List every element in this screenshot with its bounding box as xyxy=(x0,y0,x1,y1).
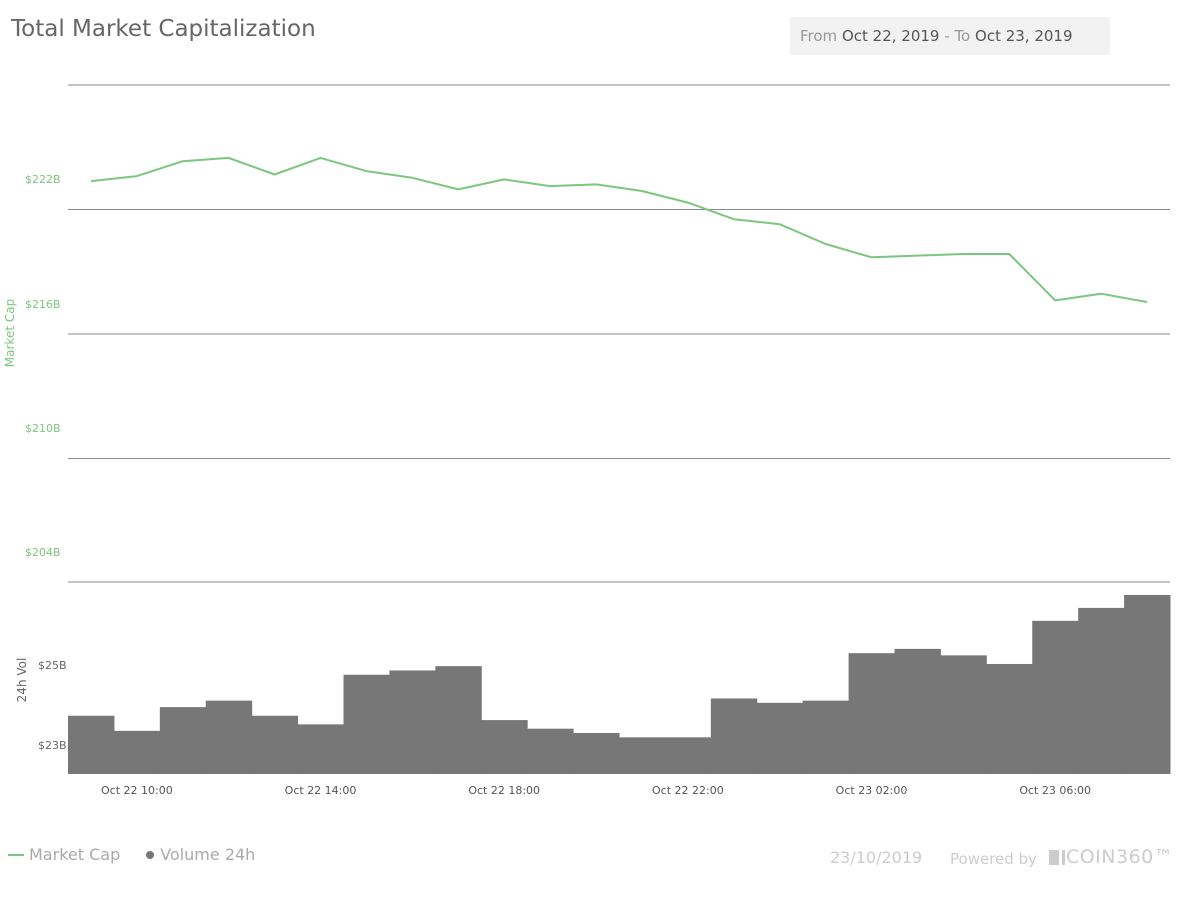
volume-bar[interactable] xyxy=(756,702,804,774)
market-cap-line xyxy=(88,155,1150,305)
volume-bar[interactable] xyxy=(573,733,620,774)
range-separator: - xyxy=(944,27,950,45)
market-cap-point[interactable] xyxy=(869,254,875,260)
powered-by-label: Powered by xyxy=(950,850,1037,868)
legend-volume[interactable]: Volume 24h xyxy=(142,845,255,864)
market-cap-point[interactable] xyxy=(1052,297,1058,303)
chart-legend: Market Cap Volume 24h xyxy=(8,845,277,864)
market-cap-tick-label: $210B xyxy=(25,422,61,435)
volume-bar[interactable] xyxy=(802,700,850,774)
volume-bar[interactable] xyxy=(1078,607,1125,774)
chart-title: Total Market Capitalization xyxy=(11,16,316,42)
volume-bar[interactable] xyxy=(940,655,987,774)
market-cap-point[interactable] xyxy=(180,158,186,164)
powered-by[interactable]: Powered by COIN360™ xyxy=(950,846,1173,868)
from-label: From xyxy=(800,27,838,45)
to-label: To xyxy=(954,27,971,45)
market-cap-point[interactable] xyxy=(777,221,783,227)
volume-bar[interactable] xyxy=(527,728,574,774)
volume-bar[interactable] xyxy=(343,674,390,774)
market-cap-point[interactable] xyxy=(226,155,232,161)
volume-bar[interactable] xyxy=(389,670,436,774)
grid-lines xyxy=(68,84,1170,583)
x-tick-label: Oct 22 22:00 xyxy=(652,784,724,797)
market-cap-chart: $222B $216B $210B $204B $25B $23B Oct 22 10:0… xyxy=(3,84,1171,797)
coin360-brand: COIN360™ xyxy=(1065,846,1174,868)
volume-bar[interactable] xyxy=(205,700,253,774)
x-tick-labels: Oct 22 10:00 Oct 22 14:00 Oct 22 18:00 Oct … xyxy=(101,784,1091,797)
market-cap-axis-title: Market Cap xyxy=(3,299,17,367)
volume-bar[interactable] xyxy=(1124,594,1171,774)
volume-bar[interactable] xyxy=(894,648,941,774)
market-cap-point[interactable] xyxy=(134,173,140,179)
volume-axis-title: 24h Vol xyxy=(15,658,29,703)
x-tick-label: Oct 22 10:00 xyxy=(101,784,173,797)
x-tick-label: Oct 23 02:00 xyxy=(836,784,908,797)
market-cap-point[interactable] xyxy=(455,186,461,192)
market-cap-point[interactable] xyxy=(1144,299,1150,305)
market-cap-point[interactable] xyxy=(731,216,737,222)
legend-volume-label: Volume 24h xyxy=(160,845,256,864)
market-cap-point[interactable] xyxy=(272,171,278,177)
volume-bar[interactable] xyxy=(619,737,666,774)
x-tick-label: Oct 23 06:00 xyxy=(1019,784,1091,797)
market-cap-tick-label: $222B xyxy=(25,173,61,186)
volume-bar[interactable] xyxy=(986,663,1033,774)
market-cap-point[interactable] xyxy=(363,168,369,174)
market-cap-point[interactable] xyxy=(914,253,920,259)
volume-bar[interactable] xyxy=(435,666,482,774)
dot-swatch-icon xyxy=(146,850,155,859)
line-swatch-icon xyxy=(8,853,24,856)
market-cap-point[interactable] xyxy=(960,251,966,257)
x-tick-label: Oct 22 18:00 xyxy=(468,784,540,797)
volume-tick-label: $25B xyxy=(38,659,67,672)
to-date[interactable]: Oct 23, 2019 xyxy=(975,27,1073,45)
market-cap-point[interactable] xyxy=(409,175,415,181)
volume-bar[interactable] xyxy=(481,720,528,774)
volume-bar[interactable] xyxy=(1032,620,1079,774)
legend-market-cap[interactable]: Market Cap xyxy=(8,845,120,864)
volume-bar[interactable] xyxy=(113,730,161,774)
volume-tick-label: $23B xyxy=(38,739,67,752)
from-date[interactable]: Oct 22, 2019 xyxy=(841,27,940,45)
market-cap-point[interactable] xyxy=(1098,291,1104,297)
volume-bar[interactable] xyxy=(251,715,299,774)
volume-bar[interactable] xyxy=(664,737,712,774)
market-cap-point[interactable] xyxy=(593,181,599,187)
market-cap-point[interactable] xyxy=(639,188,645,194)
market-cap-tick-label: $204B xyxy=(25,546,61,559)
market-cap-point[interactable] xyxy=(501,176,507,182)
volume-bar[interactable] xyxy=(710,698,758,774)
market-cap-point[interactable] xyxy=(1006,251,1012,257)
x-tick-label: Oct 22 14:00 xyxy=(285,784,357,797)
coin360-logo-icon xyxy=(1048,849,1062,865)
market-cap-tick-label: $216B xyxy=(25,298,61,311)
market-cap-series-line[interactable] xyxy=(90,156,1148,303)
market-cap-point[interactable] xyxy=(318,155,324,161)
volume-bars xyxy=(68,594,1171,774)
legend-market-cap-label: Market Cap xyxy=(29,845,121,864)
footer-date: 23/10/2019 xyxy=(830,848,923,867)
market-cap-point[interactable] xyxy=(547,183,553,189)
y-tick-labels: $222B $216B $210B $204B $25B $23B xyxy=(25,173,67,752)
volume-bar[interactable] xyxy=(297,724,344,774)
volume-bar[interactable] xyxy=(848,653,895,774)
volume-bar[interactable] xyxy=(159,707,207,774)
date-range-picker[interactable]: From Oct 22, 2019 - To Oct 23, 2019 xyxy=(790,17,1110,55)
volume-bar[interactable] xyxy=(68,715,115,774)
market-cap-point[interactable] xyxy=(823,241,829,247)
market-cap-point[interactable] xyxy=(685,200,691,206)
coin360-logo: COIN360™ xyxy=(1048,846,1174,868)
market-cap-point[interactable] xyxy=(88,178,94,184)
